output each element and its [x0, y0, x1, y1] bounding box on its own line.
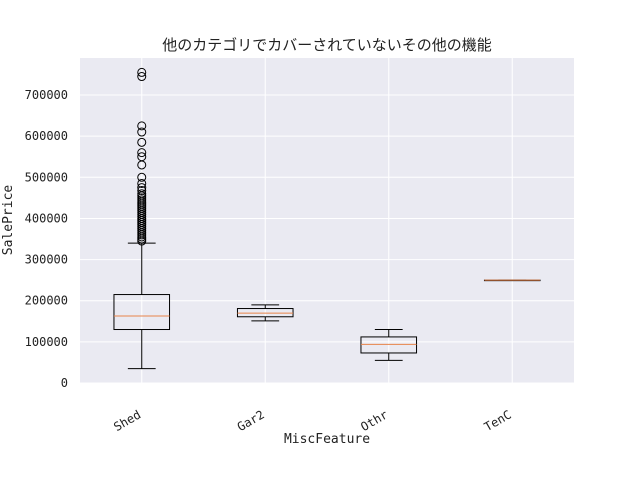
chart-title: 他のカテゴリでカバーされていないその他の機能: [162, 36, 492, 54]
outlier-point: [137, 189, 147, 199]
x-tick-label: Othr: [358, 407, 390, 434]
y-axis-label: SalePrice: [1, 185, 16, 256]
x-tick-label: Gar2: [235, 407, 267, 434]
iqr-box: [113, 294, 171, 331]
y-tick-label: 500000: [25, 170, 68, 184]
outlier-point: [137, 178, 147, 188]
box-othr: [360, 329, 418, 361]
box-shed: [113, 67, 171, 370]
x-tick-label: TenC: [482, 407, 514, 434]
plot-background: [80, 58, 574, 383]
outlier-point: [137, 121, 147, 131]
outlier-point: [137, 137, 147, 147]
y-tick-label: 0: [61, 376, 68, 390]
grid-lines: [80, 58, 574, 384]
outlier-point: [137, 67, 147, 77]
outlier-point: [137, 185, 147, 195]
y-tick-label: 300000: [25, 253, 68, 267]
box-tenc: [483, 279, 541, 282]
box-gar2: [236, 304, 294, 322]
outlier-point: [137, 172, 147, 182]
outlier-point: [137, 72, 147, 82]
outlier-point: [137, 183, 147, 193]
y-tick-label: 200000: [25, 294, 68, 308]
boxes: [113, 67, 541, 370]
outlier-point: [137, 148, 147, 158]
iqr-box: [360, 336, 418, 354]
x-tick-label: Shed: [111, 407, 143, 434]
y-tick-label: 600000: [25, 129, 68, 143]
y-tick-label: 400000: [25, 211, 68, 225]
x-axis-label: MiscFeature: [284, 432, 370, 447]
outlier-point: [137, 127, 147, 137]
y-tick-label: 100000: [25, 335, 68, 349]
y-tick-label: 700000: [25, 88, 68, 102]
outlier-point: [137, 152, 147, 162]
